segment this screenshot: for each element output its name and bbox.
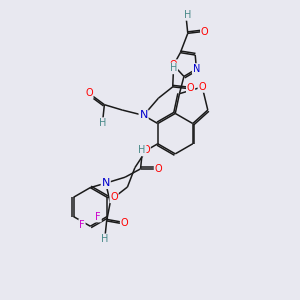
Text: O: O: [170, 60, 177, 70]
Text: N: N: [140, 110, 148, 120]
Text: O: O: [187, 83, 194, 93]
Text: F: F: [79, 220, 85, 230]
Text: H: H: [99, 118, 106, 128]
Text: O: O: [198, 82, 206, 92]
Text: O: O: [85, 88, 93, 98]
Text: F: F: [95, 212, 101, 222]
Text: O: O: [142, 146, 150, 155]
Text: H: H: [184, 10, 191, 20]
Text: H: H: [169, 63, 177, 74]
Text: H: H: [101, 234, 109, 244]
Text: O: O: [154, 164, 162, 174]
Text: N: N: [102, 178, 110, 188]
Text: O: O: [121, 218, 128, 228]
Text: N: N: [193, 64, 200, 74]
Text: O: O: [110, 192, 118, 203]
Text: H: H: [138, 146, 146, 155]
Text: O: O: [201, 27, 208, 37]
